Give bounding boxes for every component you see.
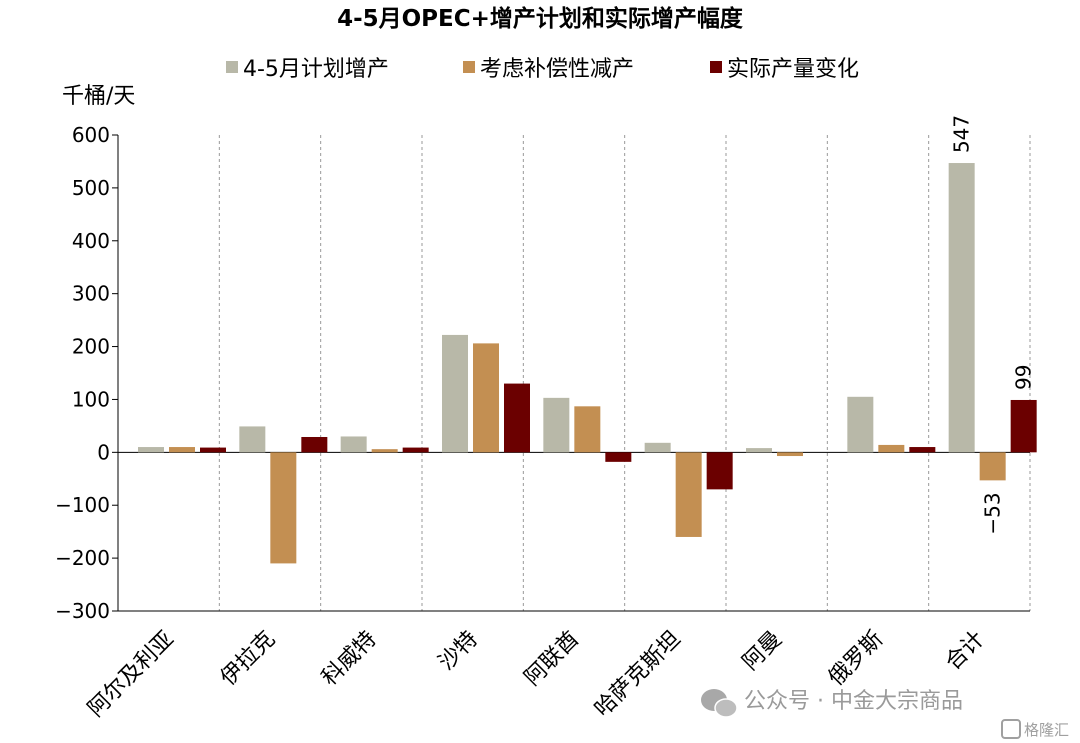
- x-tick-label: 阿尔及利亚: [83, 627, 178, 722]
- legend-label-compensation: 考虑补偿性减产: [480, 57, 634, 82]
- y-tick-label: 200: [72, 335, 110, 359]
- y-tick-label: 400: [72, 229, 110, 253]
- bar-actual-change: [504, 383, 530, 453]
- bar-compensation-cut: [675, 452, 702, 537]
- bar-compensation-cut: [878, 444, 905, 453]
- legend-label-actual: 实际产量变化: [727, 57, 859, 82]
- y-tick-label: 300: [72, 282, 110, 306]
- bar-compensation-cut: [473, 343, 499, 453]
- bar-planned-increase: [948, 163, 975, 453]
- gelonghui-logo-icon: 格隆汇: [1001, 719, 1069, 739]
- x-tick-label: 阿曼: [738, 627, 787, 676]
- y-tick-label: 500: [72, 176, 110, 200]
- y-axis-unit-label: 千桶/天: [62, 84, 135, 109]
- x-tick-label: 科威特: [317, 627, 381, 691]
- bar-compensation-cut: [979, 452, 1006, 481]
- watermark-text: 公众号 · 中金大宗商品: [744, 689, 963, 714]
- data-label: 547: [950, 115, 974, 153]
- x-tick-label: 哈萨克斯坦: [590, 627, 685, 722]
- bar-planned-increase: [442, 334, 468, 453]
- bars: [138, 163, 1037, 564]
- bar-compensation-cut: [777, 452, 803, 457]
- bar-compensation-cut: [270, 452, 297, 564]
- legend-swatch-actual: [710, 61, 722, 73]
- bar-planned-increase: [746, 448, 772, 453]
- bar-compensation-cut: [169, 447, 195, 453]
- x-tick-label: 沙特: [434, 627, 483, 676]
- bar-actual-change: [706, 452, 733, 490]
- data-labels: 547 −53 99: [950, 115, 1036, 535]
- x-tick-label: 伊拉克: [216, 627, 280, 691]
- chart-title: 4-5月OPEC+增产计划和实际增产幅度: [337, 5, 744, 32]
- y-tick-label: −100: [55, 493, 110, 517]
- bar-planned-increase: [239, 426, 266, 453]
- bar-planned-increase: [138, 447, 164, 453]
- y-tick-label: 0: [97, 440, 110, 464]
- logo-text: 格隆汇: [1024, 721, 1069, 739]
- x-tick-label: 阿联酋: [520, 627, 584, 691]
- y-tick-label: 100: [72, 387, 110, 411]
- data-label: −53: [981, 492, 1005, 534]
- watermark: 公众号 · 中金大宗商品 格隆汇: [701, 689, 1069, 739]
- bar-planned-increase: [543, 397, 570, 453]
- data-label: 99: [1012, 365, 1036, 390]
- bar-actual-change: [1010, 399, 1037, 453]
- x-tick-label: 合计: [941, 627, 990, 676]
- bar-compensation-cut: [574, 406, 601, 453]
- y-tick-label: 600: [72, 123, 110, 147]
- y-tick-label: −200: [55, 546, 110, 570]
- axes: 600 500 400 300 200 100 0 −100 −200 −300 阿尔及利亚 伊拉克科…: [55, 123, 1031, 722]
- legend: 4-5月计划增产 考虑补偿性减产 实际产量变化: [226, 57, 859, 82]
- bar-actual-change: [909, 447, 936, 453]
- legend-label-planned: 4-5月计划增产: [243, 57, 389, 82]
- bar-planned-increase: [340, 436, 367, 453]
- wechat-icon: [701, 689, 738, 718]
- bar-actual-change: [301, 436, 328, 453]
- bar-planned-increase: [644, 442, 671, 453]
- bar-actual-change: [402, 447, 429, 453]
- x-tick-label: 俄罗斯: [824, 627, 888, 691]
- bar-compensation-cut: [371, 449, 398, 453]
- legend-swatch-compensation: [463, 61, 475, 73]
- bar-planned-increase: [847, 396, 874, 453]
- bar-actual-change: [605, 452, 632, 462]
- legend-swatch-planned: [226, 61, 238, 73]
- y-tick-label: −300: [55, 599, 110, 623]
- bar-actual-change: [200, 447, 226, 453]
